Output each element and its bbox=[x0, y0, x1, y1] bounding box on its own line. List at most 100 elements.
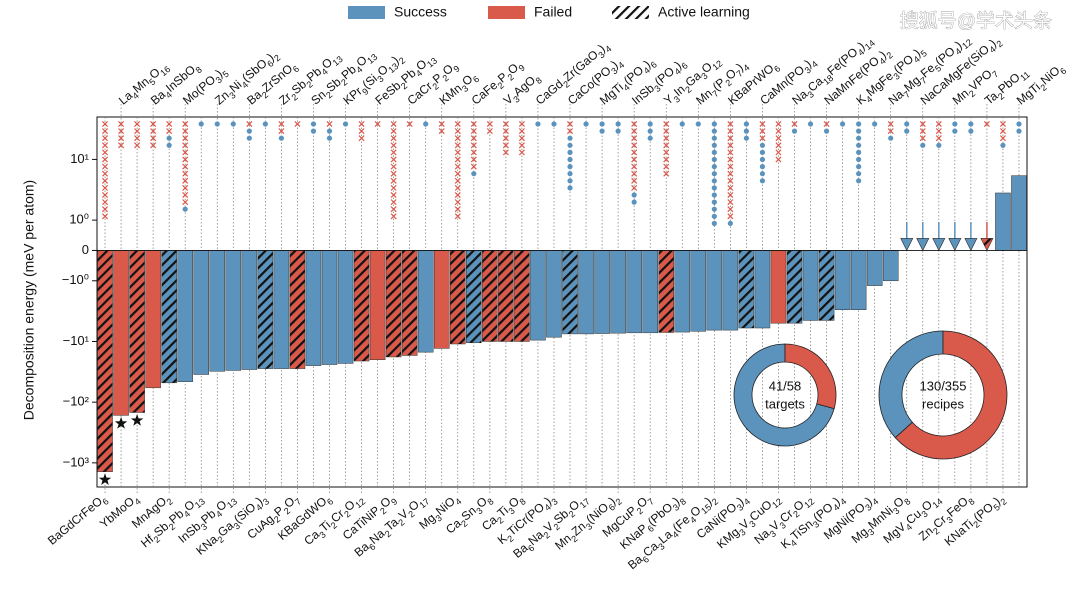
success-recipes bbox=[679, 121, 685, 127]
success-recipe-marker bbox=[262, 121, 268, 127]
success-recipe-marker bbox=[888, 135, 894, 141]
failed-recipe-marker bbox=[454, 177, 461, 184]
success-recipe-marker bbox=[711, 185, 717, 191]
success-recipes bbox=[423, 121, 429, 127]
success-recipe-marker bbox=[647, 121, 653, 127]
failed-recipe-marker bbox=[935, 135, 942, 142]
success-recipe-marker bbox=[182, 206, 188, 212]
failed-recipe-marker bbox=[454, 128, 461, 135]
failed-recipe-marker bbox=[150, 120, 157, 128]
success-recipe-marker bbox=[711, 178, 717, 184]
failed-recipe-marker bbox=[566, 120, 574, 128]
success-recipe-marker bbox=[711, 135, 717, 141]
failed-recipe-marker bbox=[887, 128, 894, 135]
failed-recipe-marker bbox=[182, 184, 189, 191]
failed-recipe-marker bbox=[390, 177, 397, 184]
failed-recipes bbox=[919, 120, 926, 142]
success-recipes bbox=[1016, 121, 1022, 134]
success-recipes bbox=[791, 128, 798, 134]
failed-recipe-marker bbox=[759, 128, 766, 135]
arrow-head bbox=[964, 238, 978, 252]
failed-recipe-marker bbox=[518, 149, 525, 156]
top-category-label: MgTi4(PO4)6 bbox=[597, 54, 659, 110]
success-recipes bbox=[342, 121, 349, 127]
failed-recipe-marker bbox=[134, 135, 141, 142]
failed-recipes bbox=[791, 120, 798, 128]
failed-recipes bbox=[246, 120, 253, 128]
success-recipe-marker bbox=[711, 128, 717, 134]
failed-recipe-marker bbox=[454, 142, 461, 149]
y-tick-label: −10² bbox=[63, 394, 90, 409]
donut-success bbox=[878, 330, 944, 439]
failed-recipe-marker bbox=[390, 149, 397, 156]
failed-recipe-marker bbox=[502, 128, 509, 135]
bar bbox=[369, 250, 386, 360]
bar-hatch bbox=[562, 250, 578, 334]
failed-recipe-marker bbox=[999, 128, 1006, 135]
bar-hatch bbox=[466, 250, 482, 343]
failed-recipe-marker bbox=[727, 184, 734, 191]
success-recipes bbox=[872, 121, 878, 127]
success-recipe-marker bbox=[647, 135, 653, 141]
success-recipe-marker bbox=[856, 142, 862, 148]
failed-recipe-marker bbox=[454, 156, 461, 163]
bar-hatch bbox=[257, 250, 273, 369]
failed-recipe-marker bbox=[134, 128, 141, 135]
donut-success bbox=[733, 343, 835, 447]
bar bbox=[626, 250, 642, 334]
success-recipes bbox=[278, 135, 284, 141]
donut-failed bbox=[894, 330, 1008, 460]
bar bbox=[594, 250, 610, 334]
success-recipes bbox=[823, 128, 830, 134]
success-recipe-marker bbox=[230, 121, 236, 127]
failed-recipes bbox=[486, 120, 493, 135]
bar-hatch bbox=[402, 250, 418, 356]
failed-recipe-marker bbox=[663, 135, 670, 142]
failed-recipe-marker bbox=[278, 120, 285, 128]
y-axis-label: Decomposition energy (meV per atom) bbox=[21, 180, 37, 420]
success-recipe-marker bbox=[823, 128, 830, 134]
success-recipe-marker bbox=[567, 156, 573, 163]
failed-recipe-marker bbox=[502, 135, 509, 142]
failed-recipe-marker bbox=[454, 120, 461, 128]
failed-recipe-marker bbox=[775, 120, 782, 128]
failed-recipe-marker bbox=[631, 156, 638, 163]
y-tick-label: −10⁰ bbox=[62, 272, 89, 287]
failed-recipes bbox=[101, 120, 109, 220]
failed-recipe-marker bbox=[390, 213, 397, 220]
failed-recipes bbox=[438, 120, 445, 135]
bar bbox=[850, 250, 867, 310]
failed-recipe-marker bbox=[390, 170, 397, 177]
success-recipe-marker bbox=[791, 128, 798, 134]
failed-recipes bbox=[518, 120, 525, 156]
y-tick-label: 10¹ bbox=[70, 151, 89, 166]
failed-recipe-marker bbox=[727, 206, 734, 213]
y-tick-label: −10³ bbox=[63, 454, 90, 469]
failed-recipe-marker bbox=[390, 163, 397, 170]
success-recipe-marker bbox=[711, 213, 717, 219]
legend-swatch bbox=[488, 6, 525, 19]
failed-recipes bbox=[823, 120, 830, 128]
failed-recipes bbox=[775, 120, 782, 163]
success-recipes bbox=[230, 121, 236, 127]
success-recipe-marker bbox=[711, 142, 717, 148]
donut-label: 130/355 bbox=[920, 378, 967, 393]
success-recipes bbox=[647, 121, 653, 141]
bar bbox=[433, 250, 450, 349]
failed-recipe-marker bbox=[182, 135, 189, 142]
success-recipes bbox=[310, 121, 317, 134]
success-recipe-marker bbox=[759, 178, 766, 184]
success-recipe-marker bbox=[856, 121, 862, 127]
failed-recipes bbox=[759, 120, 766, 142]
bar-hatch bbox=[129, 250, 145, 413]
failed-recipe-marker bbox=[454, 191, 461, 199]
donut-label: targets bbox=[765, 396, 805, 411]
bottom-category-label: Ca2Ti3O8 bbox=[479, 491, 528, 536]
success-recipe-marker bbox=[743, 121, 749, 127]
failed-recipe-marker bbox=[775, 128, 782, 135]
failed-recipe-marker bbox=[101, 213, 109, 220]
success-recipe-marker bbox=[310, 128, 317, 134]
success-recipes bbox=[214, 121, 220, 127]
success-recipe-marker bbox=[711, 199, 717, 205]
failed-recipes bbox=[390, 120, 397, 220]
